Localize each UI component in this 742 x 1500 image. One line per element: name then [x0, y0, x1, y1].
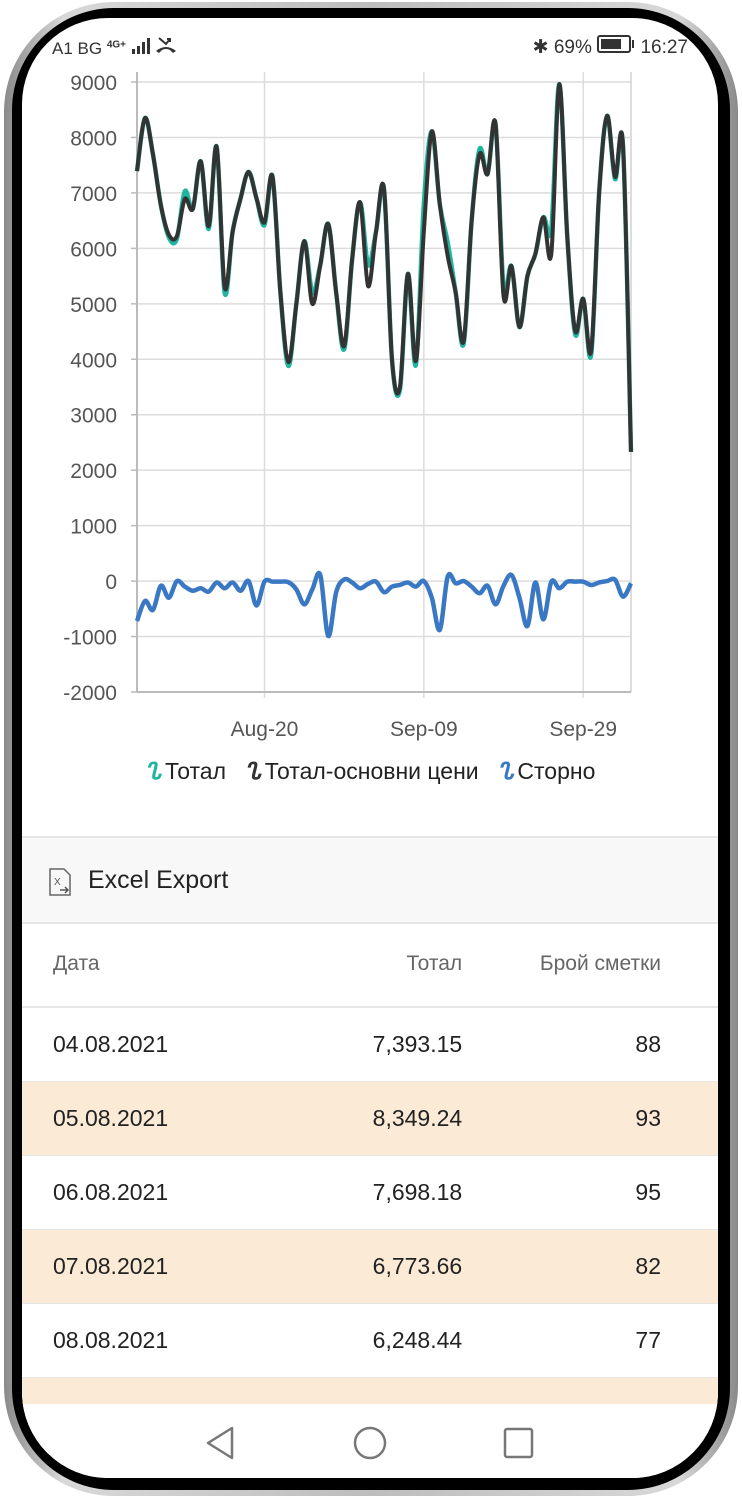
y-tick-label: 3000	[70, 405, 117, 428]
legend-item-total[interactable]: ᔐ Тотал	[145, 758, 226, 784]
data-table: Дата Тотал Брой сметки 04.08.2021 7,393.1…	[22, 922, 718, 1452]
legend-label: Тотал-основни цени	[264, 758, 479, 784]
column-header-bill-count[interactable]: Брой сметки	[463, 922, 718, 1008]
svg-text:X: X	[54, 877, 61, 888]
y-tick-label: -2000	[63, 682, 117, 705]
table-row[interactable]: 06.08.2021 7,698.18 95	[22, 1155, 718, 1230]
cell-total: 8,349.24	[231, 1081, 464, 1156]
cell-total: 6,248.44	[231, 1303, 464, 1378]
cell-total: 7,698.18	[231, 1155, 464, 1230]
y-tick-label: 0	[105, 571, 117, 594]
cell-total: 6,773.66	[231, 1229, 464, 1304]
y-tick-label: 8000	[70, 127, 117, 150]
legend-item-total-base-prices[interactable]: ᔐ Тотал-основни цени	[244, 758, 478, 784]
table-row[interactable]: 05.08.2021 8,349.24 93	[22, 1081, 718, 1156]
cell-date: 05.08.2021	[22, 1081, 232, 1156]
y-tick-label: 6000	[70, 238, 117, 261]
x-tick-label: Aug-20	[231, 718, 299, 741]
cell-bill-count: 95	[463, 1155, 718, 1230]
cell-date: 06.08.2021	[22, 1155, 232, 1230]
legend-label: Тотал	[164, 758, 226, 784]
cell-date: 07.08.2021	[22, 1229, 232, 1304]
carrier: A1 BG	[52, 39, 103, 58]
table-header: Дата Тотал Брой сметки	[22, 922, 718, 1008]
series-line-icon: ᔐ	[497, 758, 514, 784]
legend-label: Сторно	[517, 758, 596, 784]
y-tick-label: 1000	[70, 516, 117, 539]
y-tick-label: 7000	[70, 183, 117, 206]
excel-export-button[interactable]: X Excel Export	[22, 836, 718, 924]
y-tick-label: 5000	[70, 294, 117, 317]
series-line-total-base-prices	[135, 82, 633, 452]
excel-export-label: Excel Export	[88, 866, 229, 894]
series-line-icon: ᔐ	[144, 758, 161, 784]
y-tick-label: -1000	[63, 627, 117, 650]
x-tick-label: Sep-09	[390, 718, 458, 741]
series-line-icon: ᔐ	[244, 758, 261, 784]
column-header-date[interactable]: Дата	[22, 922, 232, 1008]
navigation-bar	[22, 1404, 718, 1478]
table-row[interactable]: 08.08.2021 6,248.44 77	[22, 1303, 718, 1378]
x-tick-label: Sep-29	[549, 718, 617, 741]
cell-bill-count: 93	[463, 1081, 718, 1156]
line-chart: 9000 8000 7000 6000 5000 4000 3000 2000 1000 0 -10…	[63, 72, 634, 741]
status-bar: A1 BG 4G+ ✱ 69% 16:27	[22, 32, 718, 62]
table-row[interactable]: 07.08.2021 6,773.66 82	[22, 1229, 718, 1304]
screen: A1 BG 4G+ ✱ 69% 16:27 9000 8000 7000 6000 50…	[22, 18, 718, 1478]
y-tick-label: 2000	[70, 460, 117, 483]
excel-export-icon: X	[49, 868, 71, 896]
column-header-total[interactable]: Тотал	[231, 922, 464, 1008]
recents-icon[interactable]	[503, 1427, 535, 1459]
home-icon[interactable]	[353, 1426, 387, 1460]
bluetooth-icon: ✱	[532, 37, 549, 58]
y-tick-label: 9000	[70, 72, 117, 95]
battery-icon	[597, 35, 635, 53]
back-icon[interactable]	[204, 1426, 236, 1460]
cell-date: 08.08.2021	[22, 1303, 232, 1378]
missed-call-icon	[156, 37, 177, 53]
cell-total: 7,393.15	[231, 1007, 464, 1082]
chart-legend: ᔐ Тотал ᔐ Тотал-основни цени ᔐ Сторно	[22, 758, 718, 785]
table-row[interactable]: 04.08.2021 7,393.15 88	[22, 1007, 718, 1082]
network-type: 4G+	[106, 39, 127, 51]
y-tick-label: 4000	[70, 349, 117, 372]
cell-bill-count: 82	[463, 1229, 718, 1304]
series-line-storno	[134, 570, 634, 639]
signal-icon	[131, 38, 150, 54]
cell-bill-count: 77	[463, 1303, 718, 1378]
cell-date: 04.08.2021	[22, 1007, 232, 1082]
clock: 16:27	[640, 37, 688, 58]
cell-bill-count: 88	[463, 1007, 718, 1082]
battery-percent: 69%	[553, 37, 592, 58]
legend-item-storno[interactable]: ᔐ Сторно	[497, 758, 595, 784]
